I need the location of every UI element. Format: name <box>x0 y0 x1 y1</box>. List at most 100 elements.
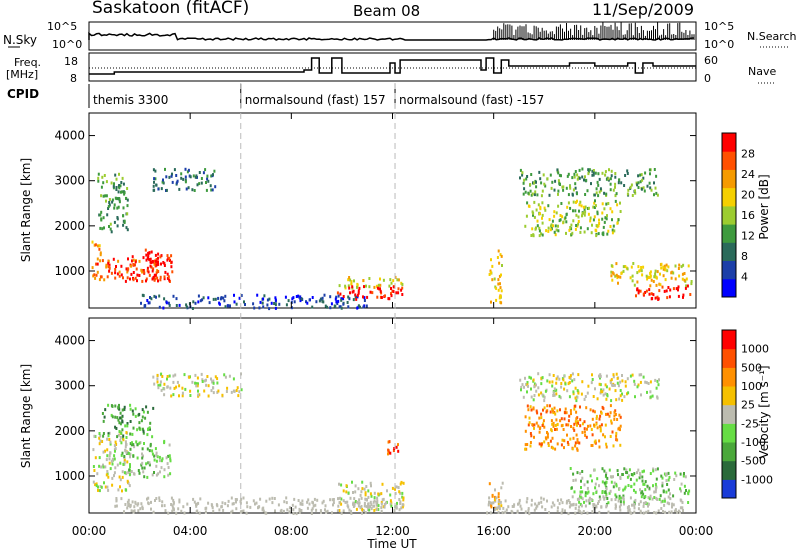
power-cell <box>660 262 663 266</box>
velocity-cell <box>546 435 549 439</box>
velocity-cell <box>178 384 181 388</box>
velocity-scatter-cell <box>123 510 125 514</box>
velocity-scatter-cell <box>239 499 242 503</box>
velocity-ytick-label: 4000 <box>54 334 85 348</box>
power-cell <box>109 222 112 226</box>
velocity-cell <box>183 373 186 377</box>
power-cell <box>148 301 151 305</box>
velocity-cell <box>393 447 396 450</box>
power-cell <box>674 264 677 268</box>
power-cell <box>118 200 121 204</box>
power-cell <box>97 176 100 180</box>
velocity-scatter-cell <box>524 510 527 514</box>
velocity-cell <box>643 482 646 486</box>
power-cell <box>290 306 293 310</box>
velocity-cell <box>401 495 404 499</box>
power-cell <box>170 260 173 264</box>
velocity-cell <box>619 424 622 428</box>
velocity-scatter-cell <box>551 501 554 505</box>
velocity-cell <box>107 432 110 436</box>
velocity-scatter-cell <box>198 511 201 515</box>
velocity-cell <box>541 393 544 397</box>
power-cell <box>614 182 617 186</box>
velocity-scatter-cell <box>593 503 596 507</box>
power-cell <box>631 279 634 283</box>
power-cell <box>122 276 124 280</box>
power-cell <box>488 273 491 276</box>
station-title: Saskatoon (fitACF) <box>92 0 249 18</box>
velocity-cell <box>631 373 634 377</box>
velocity-cell <box>592 492 595 496</box>
velocity-scatter-cell <box>578 509 581 513</box>
velocity-scatter-cell <box>183 511 186 515</box>
freq-tick-bottom: 8 <box>70 72 77 85</box>
velocity-cell <box>551 407 554 411</box>
velocity-cell <box>548 380 551 384</box>
time-tick-label: 08:00 <box>274 524 309 538</box>
velocity-cell <box>167 454 170 458</box>
power-cell <box>612 224 615 228</box>
velocity-cell <box>579 494 581 498</box>
power-cell <box>169 259 171 262</box>
velocity-cell <box>606 497 609 500</box>
power-cell <box>675 287 678 291</box>
time-tick-label: 04:00 <box>173 524 208 538</box>
velocity-cell <box>590 428 593 431</box>
velocity-cell <box>644 488 647 492</box>
velocity-cell <box>556 409 559 413</box>
velocity-cell <box>538 430 541 434</box>
velocity-cell <box>365 485 368 488</box>
power-cell <box>540 194 543 198</box>
power-cell <box>147 251 150 255</box>
velocity-cell <box>117 418 120 422</box>
power-cell <box>121 176 124 180</box>
velocity-cell <box>345 490 348 494</box>
velocity-cell <box>633 472 636 476</box>
velocity-cell <box>114 415 117 419</box>
velocity-cell <box>579 490 582 494</box>
velocity-cell <box>141 447 144 451</box>
power-cell <box>521 171 524 175</box>
power-cell <box>108 266 111 270</box>
velocity-cell <box>131 409 134 413</box>
power-cell <box>390 287 392 290</box>
power-cell <box>601 217 604 221</box>
power-cell <box>573 172 576 176</box>
velocity-scatter-cell <box>595 505 598 509</box>
velocity-cell <box>553 406 556 410</box>
power-cell <box>614 172 617 175</box>
velocity-scatter-cell <box>518 501 521 505</box>
power-cell <box>590 182 592 186</box>
power-cell <box>551 219 554 223</box>
velocity-cell <box>586 427 588 431</box>
nsearch-tick-bottom: 10^0 <box>704 38 734 51</box>
velocity-cell <box>609 475 612 479</box>
velocity-cell <box>98 432 101 435</box>
power-cell <box>637 186 640 189</box>
power-cell <box>132 263 135 266</box>
power-cell <box>685 277 688 281</box>
power-cell <box>620 271 623 275</box>
power-cell <box>351 285 354 289</box>
power-cell <box>240 294 243 297</box>
velocity-cell <box>628 468 631 472</box>
velocity-cell <box>604 435 606 439</box>
power-cell <box>571 231 574 235</box>
cpid-row: themis 3300 normalsound (fast) 157 normals… <box>88 84 544 108</box>
power-cell <box>646 277 649 281</box>
velocity-scatter-cell <box>550 505 553 509</box>
velocity-scatter-cell <box>310 512 313 515</box>
velocity-scatter-cell <box>316 498 319 502</box>
velocity-cell <box>181 386 184 390</box>
power-cell <box>653 168 656 171</box>
velocity-cell <box>167 473 170 477</box>
velocity-cell <box>550 429 553 433</box>
power-cell <box>624 174 627 177</box>
velocity-cell <box>619 475 622 479</box>
velocity-cell <box>571 372 574 376</box>
velocity-scatter-cell <box>666 501 669 505</box>
velocity-cell <box>158 455 161 459</box>
velocity-cell <box>163 439 166 443</box>
power-cell <box>497 288 500 292</box>
velocity-scatter-cell <box>235 507 238 511</box>
